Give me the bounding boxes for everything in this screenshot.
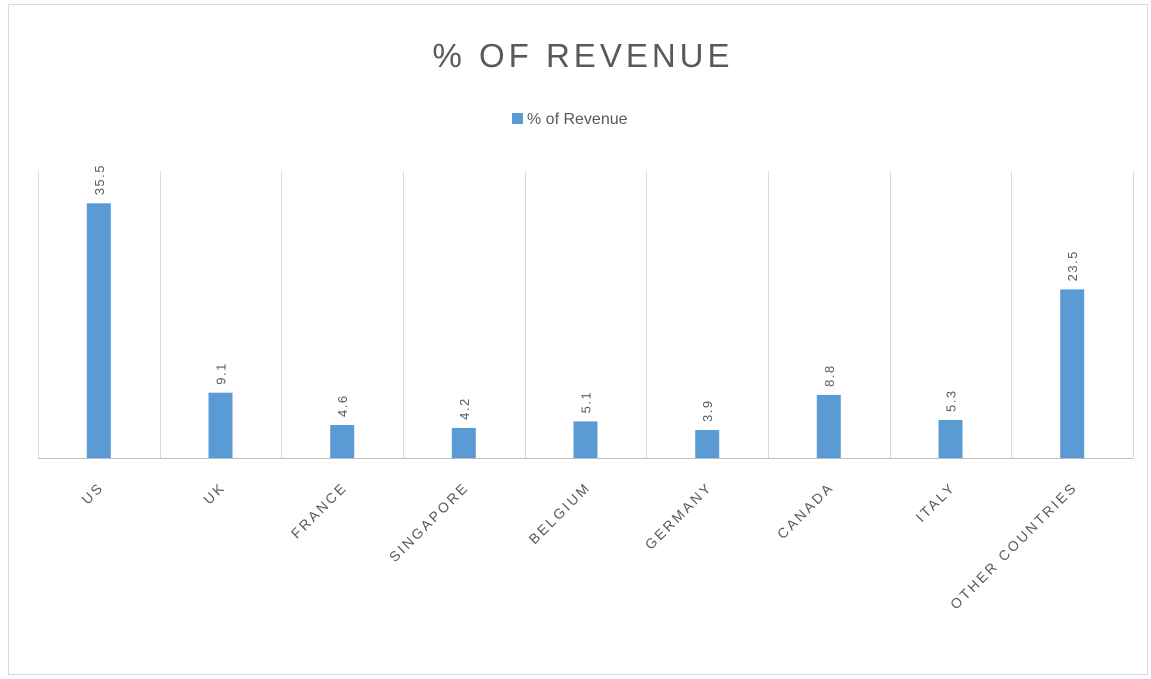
data-label: 35.5 xyxy=(92,164,107,195)
bar-uk xyxy=(208,392,233,458)
x-tick-label: US xyxy=(78,479,107,508)
bar-germany xyxy=(695,430,720,458)
bars xyxy=(86,203,1085,458)
x-tick-label: FRANCE xyxy=(288,479,351,542)
data-label: 8.8 xyxy=(822,364,837,387)
data-label: 5.1 xyxy=(579,391,594,414)
bar-singapore xyxy=(451,427,476,458)
data-label: 5.3 xyxy=(944,389,959,412)
data-label: 3.9 xyxy=(700,399,715,422)
bar-belgium xyxy=(573,421,598,458)
legend: % of Revenue xyxy=(512,111,628,128)
bar-us xyxy=(86,203,111,458)
x-tick-label: CANADA xyxy=(774,479,837,542)
x-tick-label: BELGIUM xyxy=(525,479,593,547)
x-tick-label: UK xyxy=(200,479,229,508)
legend-swatch xyxy=(512,113,523,124)
x-tick-label: SINGAPORE xyxy=(386,479,472,565)
data-label: 4.2 xyxy=(457,397,472,420)
data-label: 4.6 xyxy=(335,394,350,417)
gridlines xyxy=(38,171,1134,458)
chart-frame: % OF REVENUE % of Revenue 35.5 9.1 4.6 4.2 5… xyxy=(8,4,1148,675)
chart-title: % OF REVENUE xyxy=(432,37,733,74)
x-tick-labels: US UK FRANCE SINGAPORE BELGIUM GERMANY CANADA I… xyxy=(78,479,1080,613)
bar-italy xyxy=(938,420,963,458)
bar-chart: % OF REVENUE % of Revenue 35.5 9.1 4.6 4.2 5… xyxy=(38,37,1134,613)
x-tick-label: GERMANY xyxy=(642,479,716,553)
bar-canada xyxy=(816,394,841,458)
bar-france xyxy=(330,425,355,458)
x-tick-label: ITALY xyxy=(912,479,958,525)
legend-label: % of Revenue xyxy=(527,111,628,128)
data-label: 23.5 xyxy=(1065,250,1080,281)
data-labels: 35.5 9.1 4.6 4.2 5.1 3.9 8.8 5.3 23.5 xyxy=(92,164,1080,422)
data-label: 9.1 xyxy=(214,362,229,385)
x-tick-label: OTHER COUNTRIES xyxy=(947,479,1081,613)
bar-other-countries xyxy=(1060,289,1085,458)
